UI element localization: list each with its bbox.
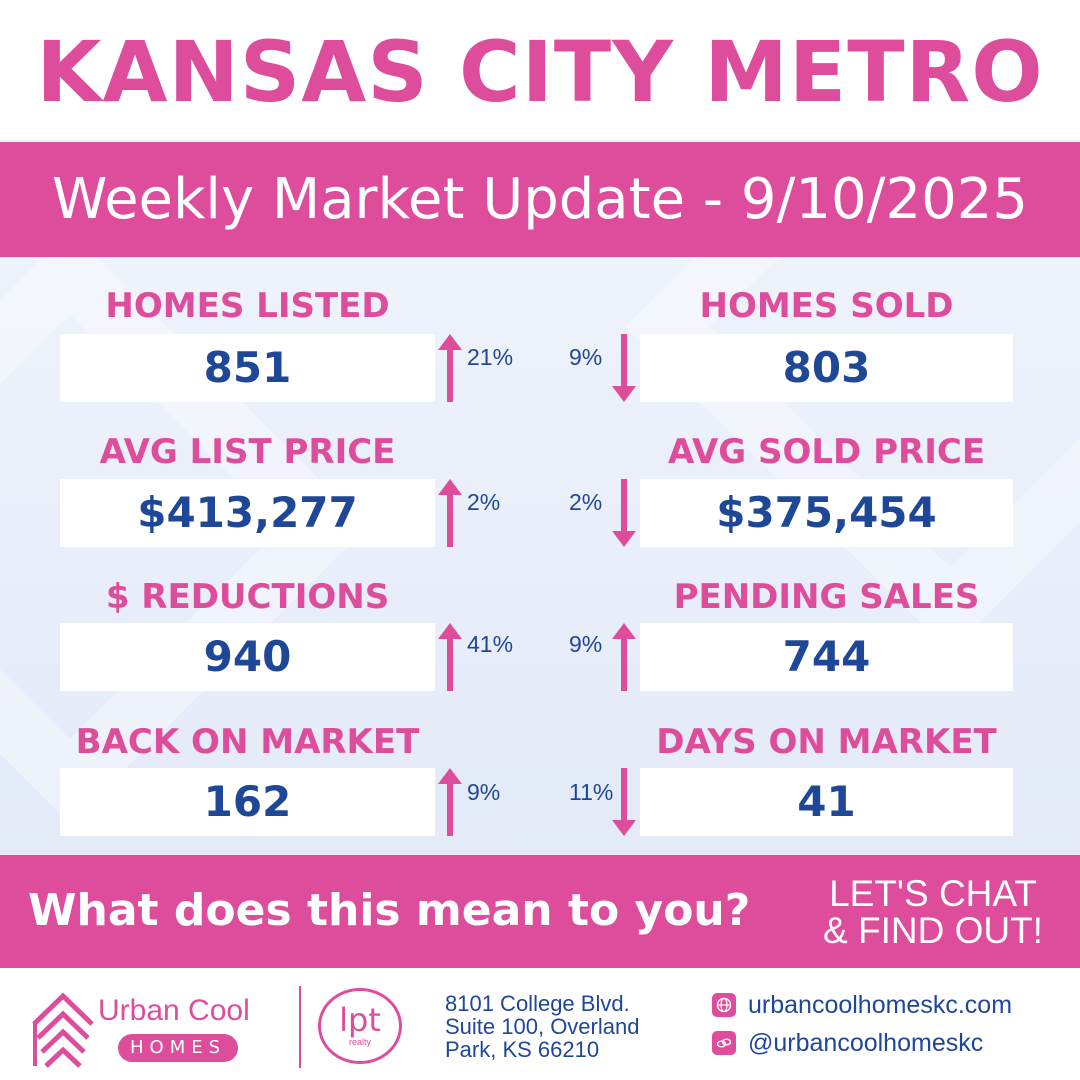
stat-label-back-on-market: BACK ON MARKET <box>75 722 420 762</box>
stat-change-avg-list-price: 2% <box>467 489 501 515</box>
arrow-down-icon <box>612 768 636 836</box>
brand-homes-badge: HOMES <box>118 1034 239 1062</box>
cta-question: What does this mean to you? <box>28 885 751 936</box>
stat-value-days-on-market: 41 <box>640 768 1013 836</box>
footer: Urban Cool HOMES lpt realty 8101 College… <box>0 968 1080 1080</box>
stat-change-homes-listed: 21% <box>467 344 514 370</box>
stat-change-price-reductions: 41% <box>467 631 514 657</box>
cta-chat-line-2: & FIND OUT! <box>823 910 1043 951</box>
cta-chat-line-1: LET'S CHAT <box>829 873 1037 914</box>
arrow-up-icon <box>438 334 462 402</box>
stat-label-homes-sold: HOMES SOLD <box>699 286 954 326</box>
stat-value-homes-listed: 851 <box>60 334 435 402</box>
link-icon <box>712 1031 736 1055</box>
stat-value-back-on-market: 162 <box>60 768 435 836</box>
stat-value-avg-list-price: $413,277 <box>60 479 435 547</box>
arrow-down-icon <box>612 334 636 402</box>
page-title: KANSAS CITY METRO <box>36 23 1044 121</box>
social-handle-text: @urbancoolhomeskc <box>748 1028 984 1057</box>
address-line: Park, KS 66210 <box>445 1037 600 1062</box>
stat-value-homes-sold: 803 <box>640 334 1013 402</box>
stat-value-avg-sold-price: $375,454 <box>640 479 1013 547</box>
address-line: Suite 100, Overland <box>445 1014 640 1039</box>
stat-change-avg-sold-price: 2% <box>569 489 603 515</box>
stat-label-price-reductions: $ REDUCTIONS <box>105 577 390 617</box>
brand-name: Urban Cool <box>98 994 250 1027</box>
lpt-realty-logo: lpt realty <box>318 988 402 1064</box>
stat-change-homes-sold: 9% <box>569 344 603 370</box>
stat-change-days-on-market: 11% <box>569 779 614 805</box>
arrow-up-icon <box>438 623 462 691</box>
stat-change-back-on-market: 9% <box>467 779 501 805</box>
arrow-up-icon <box>612 623 636 691</box>
cta-band: What does this mean to you? LET'S CHAT &… <box>0 855 1080 968</box>
title-band: KANSAS CITY METRO <box>0 0 1080 140</box>
lpt-logo-text: lpt <box>339 1001 381 1039</box>
arrow-down-icon <box>612 479 636 547</box>
lpt-logo-subtext: realty <box>348 1037 371 1047</box>
address-line: 8101 College Blvd. <box>445 991 630 1016</box>
website-text: urbancoolhomeskc.com <box>748 990 1013 1019</box>
house-chevron-logo-icon <box>32 992 94 1068</box>
website-link[interactable]: urbancoolhomeskc.com <box>712 990 1012 1020</box>
subtitle-band: Weekly Market Update - 9/10/2025 <box>0 142 1080 257</box>
social-link[interactable]: @urbancoolhomeskc <box>712 1028 983 1058</box>
footer-divider <box>299 986 301 1068</box>
arrow-up-icon <box>438 768 462 836</box>
stat-value-price-reductions: 940 <box>60 623 435 691</box>
stat-value-pending-sales: 744 <box>640 623 1013 691</box>
stat-change-pending-sales: 9% <box>569 631 603 657</box>
stat-label-homes-listed: HOMES LISTED <box>105 286 390 326</box>
globe-icon <box>712 993 736 1017</box>
office-address: 8101 College Blvd. Suite 100, Overland P… <box>445 992 695 1061</box>
page-subtitle: Weekly Market Update - 9/10/2025 <box>52 167 1028 232</box>
stat-label-days-on-market: DAYS ON MARKET <box>656 722 997 762</box>
cta-lets-chat[interactable]: LET'S CHAT & FIND OUT! <box>808 875 1058 949</box>
arrow-up-icon <box>438 479 462 547</box>
stat-label-avg-sold-price: AVG SOLD PRICE <box>667 432 986 472</box>
stat-label-pending-sales: PENDING SALES <box>673 577 980 617</box>
stat-label-avg-list-price: AVG LIST PRICE <box>99 432 396 472</box>
